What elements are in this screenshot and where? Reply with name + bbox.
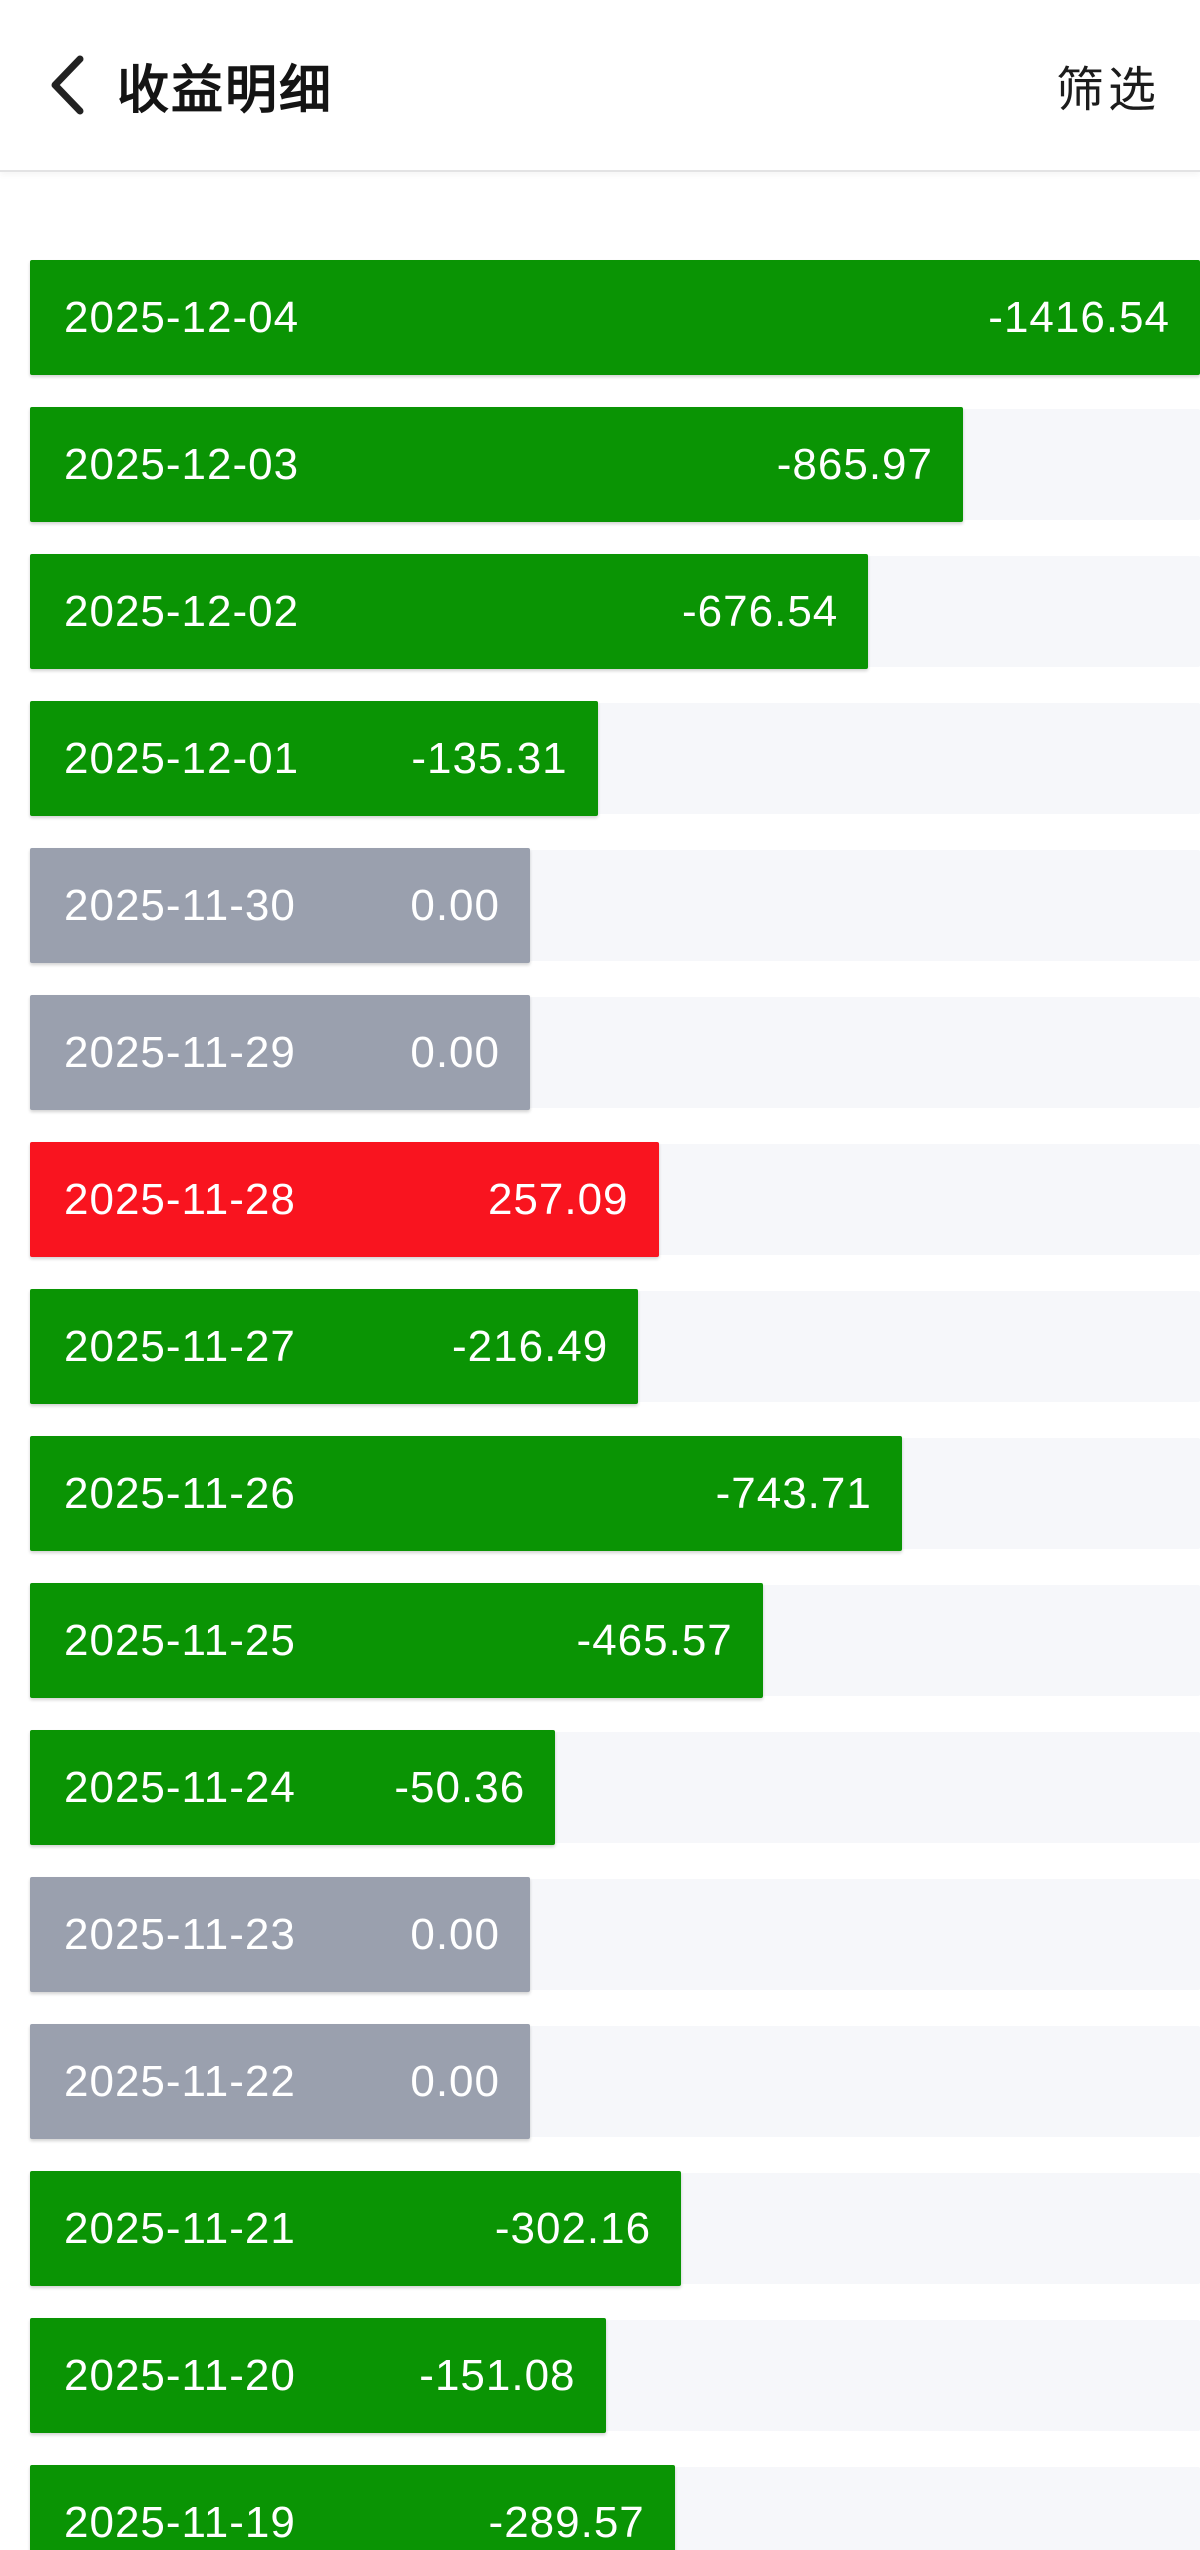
profit-row[interactable]: 2025-11-30 0.00 bbox=[30, 848, 1200, 963]
value-label: -1416.54 bbox=[988, 292, 1170, 342]
profit-bar: 2025-11-21 -302.16 bbox=[30, 2171, 682, 2286]
profit-row[interactable]: 2025-11-29 0.00 bbox=[30, 995, 1200, 1110]
profit-bar: 2025-12-04 -1416.54 bbox=[30, 260, 1200, 375]
date-label: 2025-11-25 bbox=[64, 1615, 296, 1665]
date-label: 2025-11-24 bbox=[64, 1762, 296, 1812]
profit-bar: 2025-11-23 0.00 bbox=[30, 1877, 530, 1992]
value-label: 0.00 bbox=[410, 1909, 500, 1959]
date-label: 2025-11-20 bbox=[64, 2350, 296, 2400]
value-label: 257.09 bbox=[487, 1174, 629, 1224]
profit-bar: 2025-12-01 -135.31 bbox=[30, 701, 598, 816]
date-label: 2025-11-26 bbox=[64, 1468, 296, 1518]
profit-row[interactable]: 2025-11-25 -465.57 bbox=[30, 1583, 1200, 1698]
profit-bar: 2025-12-03 -865.97 bbox=[30, 407, 963, 522]
profit-bar: 2025-11-27 -216.49 bbox=[30, 1289, 639, 1404]
profit-row[interactable]: 2025-11-21 -302.16 bbox=[30, 2171, 1200, 2286]
nav-left: 收益明细 bbox=[45, 48, 333, 123]
value-label: -50.36 bbox=[394, 1762, 526, 1812]
profit-row[interactable]: 2025-12-03 -865.97 bbox=[30, 407, 1200, 522]
profit-bar-list: 2025-12-04 -1416.54 2025-12-03 -865.97 2025-… bbox=[0, 172, 1200, 2550]
date-label: 2025-11-22 bbox=[64, 2056, 296, 2106]
back-button[interactable] bbox=[45, 53, 89, 117]
value-label: -743.71 bbox=[715, 1468, 872, 1518]
date-label: 2025-12-03 bbox=[64, 439, 300, 489]
date-label: 2025-12-01 bbox=[64, 733, 300, 783]
profit-row[interactable]: 2025-11-22 0.00 bbox=[30, 2024, 1200, 2139]
date-label: 2025-11-30 bbox=[64, 880, 296, 930]
profit-row[interactable]: 2025-12-04 -1416.54 bbox=[30, 260, 1200, 375]
value-label: -216.49 bbox=[452, 1321, 609, 1371]
date-label: 2025-11-23 bbox=[64, 1909, 296, 1959]
profit-row[interactable]: 2025-11-28 257.09 bbox=[30, 1142, 1200, 1257]
profit-row[interactable]: 2025-12-01 -135.31 bbox=[30, 701, 1200, 816]
value-label: 0.00 bbox=[410, 880, 500, 930]
profit-bar: 2025-11-26 -743.71 bbox=[30, 1436, 902, 1551]
profit-row[interactable]: 2025-11-23 0.00 bbox=[30, 1877, 1200, 1992]
profit-row[interactable]: 2025-12-02 -676.54 bbox=[30, 554, 1200, 669]
date-label: 2025-12-02 bbox=[64, 586, 300, 636]
value-label: 0.00 bbox=[410, 1027, 500, 1077]
profit-bar: 2025-11-30 0.00 bbox=[30, 848, 530, 963]
date-label: 2025-11-19 bbox=[64, 2497, 296, 2547]
date-label: 2025-11-28 bbox=[64, 1174, 296, 1224]
date-label: 2025-11-21 bbox=[64, 2203, 296, 2253]
chevron-left-icon bbox=[51, 55, 84, 115]
date-label: 2025-12-04 bbox=[64, 292, 300, 342]
date-label: 2025-11-29 bbox=[64, 1027, 296, 1077]
profit-bar: 2025-11-24 -50.36 bbox=[30, 1730, 556, 1845]
profit-bar: 2025-11-25 -465.57 bbox=[30, 1583, 763, 1698]
page-title: 收益明细 bbox=[117, 61, 334, 120]
profit-bar: 2025-11-20 -151.08 bbox=[30, 2318, 606, 2433]
profit-bar: 2025-11-19 -289.57 bbox=[30, 2465, 675, 2550]
profit-bar: 2025-11-28 257.09 bbox=[30, 1142, 659, 1257]
profit-bar: 2025-11-29 0.00 bbox=[30, 995, 530, 1110]
value-label: -289.57 bbox=[488, 2497, 645, 2547]
profit-bar: 2025-11-22 0.00 bbox=[30, 2024, 530, 2139]
value-label: -151.08 bbox=[419, 2350, 576, 2400]
profit-row[interactable]: 2025-11-24 -50.36 bbox=[30, 1730, 1200, 1845]
value-label: -676.54 bbox=[682, 586, 839, 636]
filter-button[interactable]: 筛选 bbox=[1056, 50, 1160, 120]
value-label: -465.57 bbox=[576, 1615, 733, 1665]
profit-row[interactable]: 2025-11-27 -216.49 bbox=[30, 1289, 1200, 1404]
date-label: 2025-11-27 bbox=[64, 1321, 296, 1371]
profit-row[interactable]: 2025-11-26 -743.71 bbox=[30, 1436, 1200, 1551]
profit-row[interactable]: 2025-11-19 -289.57 bbox=[30, 2465, 1200, 2550]
value-label: 0.00 bbox=[410, 2056, 500, 2106]
value-label: -865.97 bbox=[776, 439, 933, 489]
nav-bar: 收益明细 筛选 bbox=[0, 0, 1200, 172]
profit-bar: 2025-12-02 -676.54 bbox=[30, 554, 869, 669]
value-label: -135.31 bbox=[411, 733, 568, 783]
value-label: -302.16 bbox=[494, 2203, 652, 2253]
profit-row[interactable]: 2025-11-20 -151.08 bbox=[30, 2318, 1200, 2433]
